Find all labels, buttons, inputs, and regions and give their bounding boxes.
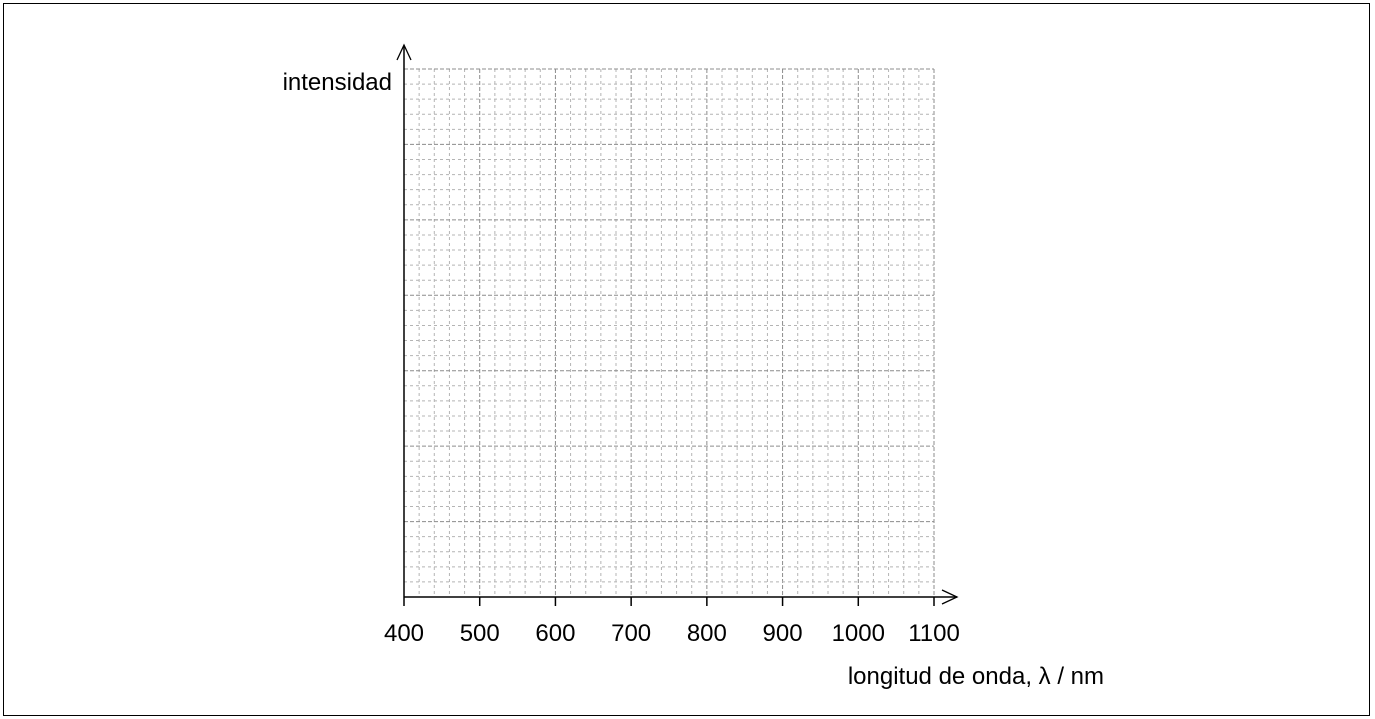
x-axis-arrow: [941, 589, 959, 605]
x-tick-label: 700: [611, 620, 651, 647]
x-tick-label: 500: [460, 620, 500, 647]
x-tick-label: 400: [384, 620, 424, 647]
x-tick-label: 600: [535, 620, 575, 647]
axes: [396, 43, 959, 605]
x-tick-label: 800: [687, 620, 727, 647]
x-tick-label: 1000: [832, 620, 885, 647]
x-ticks: 400 500 600 700 800 900 1000 1100: [384, 597, 960, 647]
grid: [404, 68, 935, 597]
x-axis-label: longitud de onda, λ / nm: [848, 663, 1104, 690]
x-tick-label: 900: [763, 620, 803, 647]
y-axis-arrow: [396, 43, 412, 61]
x-tick-label: 1100: [908, 620, 960, 647]
y-axis-label: intensidad: [283, 69, 392, 96]
